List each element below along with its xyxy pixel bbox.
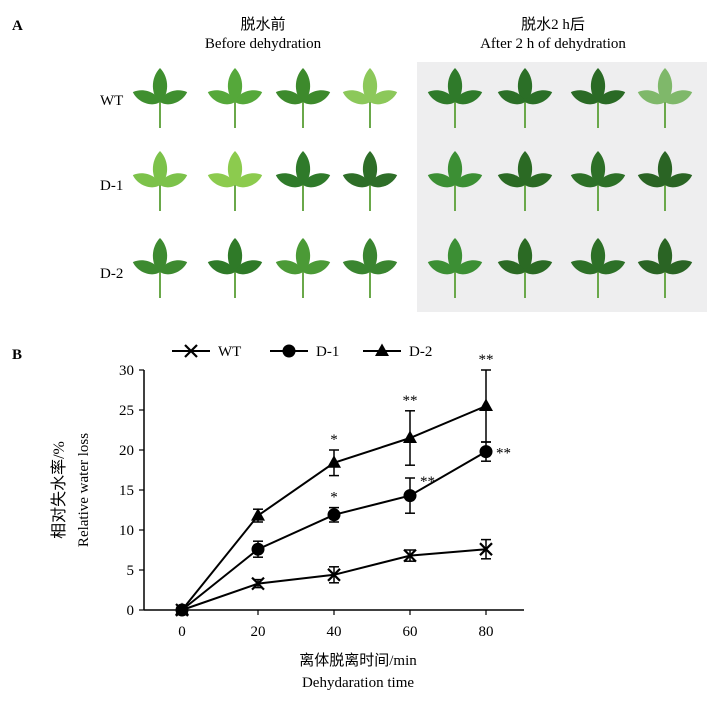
leaf-icon xyxy=(273,238,333,298)
after-title-cn: 脱水2 h后 xyxy=(521,17,585,33)
legend-label: WT xyxy=(218,344,241,360)
leaf-icon xyxy=(568,151,628,211)
x-axis-title: 离体脱离时间/min Dehydaration time xyxy=(0,650,720,694)
panel-b-label: B xyxy=(12,347,23,363)
data-point xyxy=(327,455,341,468)
significance-label: * xyxy=(330,490,338,506)
leaf-icon xyxy=(205,238,265,298)
y-tick-label: 15 xyxy=(119,483,134,499)
legend-item-wt: WT xyxy=(172,344,241,360)
series-d-2: ***** xyxy=(175,352,494,615)
legend-item-d-2: D-2 xyxy=(363,343,432,360)
leaf-icon xyxy=(568,238,628,298)
y-tick-label: 0 xyxy=(127,603,135,619)
leaf-icon xyxy=(130,151,190,211)
y-axis-title-cn: 相对失水率/% xyxy=(50,441,68,539)
data-point xyxy=(403,489,417,503)
after-title-en: After 2 h of dehydration xyxy=(480,36,626,52)
x-tick-label: 60 xyxy=(403,624,418,640)
before-title-en: Before dehydration xyxy=(204,36,322,52)
leaf-icon xyxy=(273,151,333,211)
water-loss-chart: 0 5 10 15 20 25 30 0 20 40 60 80 相对失水率/% Relative wat… xyxy=(50,343,524,640)
data-point xyxy=(479,542,493,556)
significance-label: ** xyxy=(479,352,494,368)
significance-label: * xyxy=(330,432,338,448)
significance-label: ** xyxy=(420,474,435,490)
leaf-icon xyxy=(495,238,555,298)
x-tick-label: 80 xyxy=(479,624,494,640)
leaf-icon xyxy=(340,68,400,128)
data-point xyxy=(251,508,265,521)
leaf-icon xyxy=(273,68,333,128)
x-tick-label: 20 xyxy=(251,624,266,640)
row-label-d2: D-2 xyxy=(100,266,124,282)
series-d-1: ***** xyxy=(175,441,511,617)
y-tick-label: 5 xyxy=(127,563,135,579)
before-title: 脱水前 Before dehydration xyxy=(133,16,393,54)
y-tick-label: 25 xyxy=(119,403,134,419)
leaf-icon xyxy=(568,68,628,128)
data-point xyxy=(403,548,417,563)
x-axis-title-cn: 离体脱离时间/min xyxy=(299,653,417,669)
data-point xyxy=(327,568,341,582)
significance-label: ** xyxy=(496,446,511,462)
leaf-icon xyxy=(340,238,400,298)
data-point xyxy=(479,445,493,459)
leaf-icon xyxy=(495,151,555,211)
data-point xyxy=(251,576,265,591)
leaf-icon xyxy=(205,151,265,211)
data-point xyxy=(403,430,417,443)
leaf-icon xyxy=(635,151,695,211)
leaf-photos xyxy=(130,68,695,298)
y-tick-label: 10 xyxy=(119,523,134,539)
leaf-icon xyxy=(495,68,555,128)
data-point xyxy=(175,602,189,615)
panel-a-label: A xyxy=(12,18,23,34)
y-tick-label: 30 xyxy=(119,363,134,379)
after-title: 脱水2 h后 After 2 h of dehydration xyxy=(423,16,683,54)
leaf-icon xyxy=(130,238,190,298)
leaf-icon xyxy=(340,151,400,211)
legend-marker xyxy=(375,343,389,356)
x-axis-title-en: Dehydaration time xyxy=(301,675,415,691)
legend-item-d-1: D-1 xyxy=(270,344,339,360)
leaf-icon xyxy=(635,238,695,298)
x-tick-label: 0 xyxy=(178,624,186,640)
legend-marker xyxy=(282,344,296,358)
leaf-icon xyxy=(425,68,485,128)
leaf-icon xyxy=(205,68,265,128)
legend-label: D-2 xyxy=(409,344,432,360)
legend-marker xyxy=(184,344,198,358)
significance-label: ** xyxy=(403,393,418,409)
y-axis-title-en: Relative water loss xyxy=(76,433,92,547)
leaf-icon xyxy=(130,68,190,128)
before-title-cn: 脱水前 xyxy=(240,17,286,33)
y-tick-label: 20 xyxy=(119,443,134,459)
leaf-icon xyxy=(635,68,695,128)
x-tick-label: 40 xyxy=(327,624,342,640)
leaf-icon xyxy=(425,151,485,211)
data-point xyxy=(327,508,341,522)
row-label-d1: D-1 xyxy=(100,178,124,194)
data-point xyxy=(251,542,265,556)
legend-label: D-1 xyxy=(316,344,339,360)
data-point xyxy=(479,398,493,411)
leaf-icon xyxy=(425,238,485,298)
row-label-wt: WT xyxy=(100,93,124,109)
